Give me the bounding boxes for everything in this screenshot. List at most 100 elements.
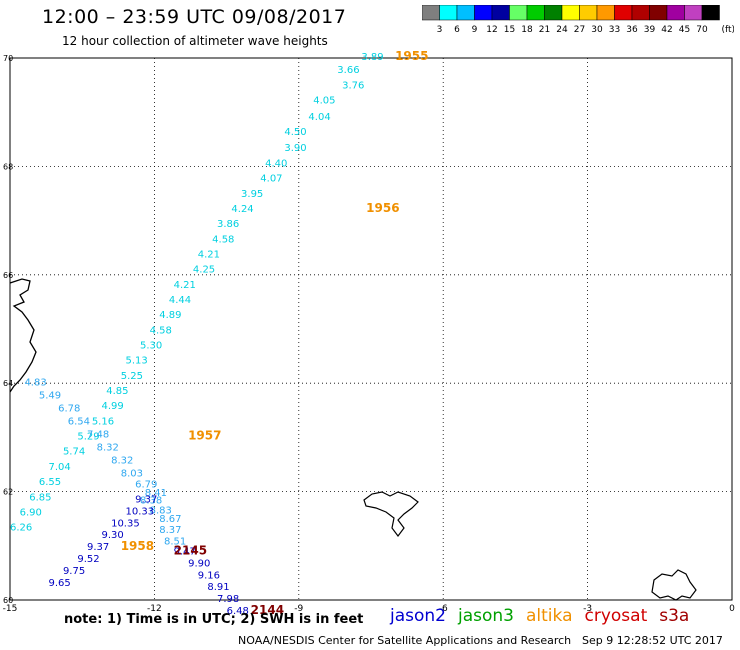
wave-height-label: 8.51 [164,537,186,548]
wave-height-label: 6.55 [39,477,61,488]
wave-height-label: 4.24 [231,204,253,215]
wave-height-label: 8.83 [150,505,172,516]
wave-height-label: 9.75 [63,566,85,577]
pass-time-label: 1956 [366,201,399,215]
lon-tick-label: -3 [583,604,592,614]
wave-height-label: 4.21 [174,280,196,291]
legend-item-s3a: s3a [659,606,690,626]
footer-source: NOAA/NESDIS Center for Satellite Applica… [238,634,572,647]
colorbar-label: 36 [626,25,638,35]
wave-height-label: 6.90 [20,507,42,518]
wave-height-label: 10.33 [126,506,155,517]
lat-tick-label: 60 [3,596,13,605]
iceland-coastline [9,278,37,393]
wave-height-label: 8.32 [111,455,133,466]
pass-time-label: 1958 [121,539,154,553]
wave-height-label: 3.95 [241,189,263,200]
lon-tick-label: -15 [3,604,18,614]
map-frame [9,57,733,601]
wave-height-label: 4.58 [150,325,172,336]
wave-height-label: 3.89 [361,52,383,63]
wave-height-label: 4.21 [198,249,220,260]
wave-height-label: 3.76 [342,80,364,91]
legend-item-jason2: jason2 [390,606,446,626]
wave-height-label: 4.58 [212,234,234,245]
lat-tick-label: 68 [3,162,13,171]
wave-height-label: 5.13 [126,356,148,367]
lat-tick-label: 62 [3,488,13,497]
wave-height-label: 8.32 [97,442,119,453]
wave-height-label: 3.66 [337,65,359,76]
colorbar-label: 24 [556,25,568,35]
wave-height-label: 4.83 [24,377,46,388]
wave-height-label: 9.16 [198,570,220,581]
colorbar-label: 12 [486,25,497,35]
wave-height-label: 10.35 [111,518,140,529]
wave-height-label: 6.85 [29,492,51,503]
colorbar-label: 3 [437,25,443,35]
pass-time-label: 1955 [395,49,428,63]
wave-height-label: 9.65 [49,578,71,589]
wave-height-label: 5.49 [39,390,61,401]
colorbar-label: 9 [472,25,478,35]
wave-height-label: 8.37 [159,525,181,536]
wave-height-label: 6.26 [10,523,32,534]
wave-height-label: 8.38 [140,496,162,507]
colorbar-label: 42 [661,25,672,35]
wave-height-label: 5.25 [121,371,143,382]
wave-height-label: 7.48 [87,429,109,440]
wave-height-label: 4.04 [308,112,330,123]
pass-time-label: 2144 [251,603,284,617]
wave-height-label: 4.89 [159,310,181,321]
colorbar-label: 70 [696,25,708,35]
wave-height-label: 8.67 [159,514,181,525]
wave-height-label: 4.50 [284,127,306,138]
colorbar-label: 21 [539,25,550,35]
colorbar-unit: (ft) [722,25,735,35]
colorbar-label: 18 [521,25,533,35]
wave-height-label: 5.16 [92,416,114,427]
color-scale-bar: 3 6 9 12 15 18 21 24 27 30 33 36 39 42 45 70 (ft) [422,5,735,35]
lat-tick-label: 66 [3,271,13,280]
lon-tick-label: 0 [729,604,735,614]
lon-tick-label: -6 [439,604,448,614]
wave-height-label: 9.37 [87,542,109,553]
wave-height-label: 6.48 [227,606,249,617]
footer-timestamp: Sep 9 12:28:52 UTC 2017 [582,634,723,647]
wave-height-label: 9.47 [174,546,196,557]
wave-height-label: 6.54 [68,416,90,427]
legend-item-jason3: jason3 [458,606,514,626]
colorbar-swatch [701,5,720,21]
wave-height-label: 4.07 [260,174,282,185]
colorbar-label: 6 [454,25,460,35]
legend-item-cryosat: cryosat [584,606,648,626]
satellite-legend: jason2 jason3 altika cryosat s3a [390,606,701,626]
lon-tick-label: -12 [147,604,162,614]
pass-time-label: 1957 [188,429,221,443]
wave-height-label: 8.41 [145,488,167,499]
lon-tick-label: -9 [294,604,303,614]
wave-height-label: 3.86 [217,219,239,230]
lat-tick-label: 64 [3,379,13,388]
map-title: 12:00 – 23:59 UTC 09/08/2017 [42,6,347,28]
wave-height-label: 5.29 [77,432,99,443]
wave-height-label: 7.98 [217,594,239,605]
lat-tick-label: 70 [3,54,13,63]
colorbar-label: 30 [591,25,603,35]
wave-height-label: 4.85 [106,386,128,397]
colorbar-label: 39 [644,25,656,35]
wave-height-label: 4.99 [101,401,123,412]
wave-height-label: 4.44 [169,295,191,306]
wave-height-label: 9.52 [77,554,99,565]
faroe-islands-coastline [363,491,419,537]
wave-height-label: 8.03 [121,468,143,479]
wave-height-label: 9.30 [101,530,123,541]
wave-height-label: 6.78 [58,403,80,414]
wave-height-label: 6.79 [135,479,157,490]
wave-height-label: 4.40 [265,158,287,169]
shetland-coastline [651,569,697,601]
wave-height-label: 5.30 [140,341,162,352]
wave-height-label: 4.05 [313,96,335,107]
wave-height-label: 9.37 [135,494,157,505]
